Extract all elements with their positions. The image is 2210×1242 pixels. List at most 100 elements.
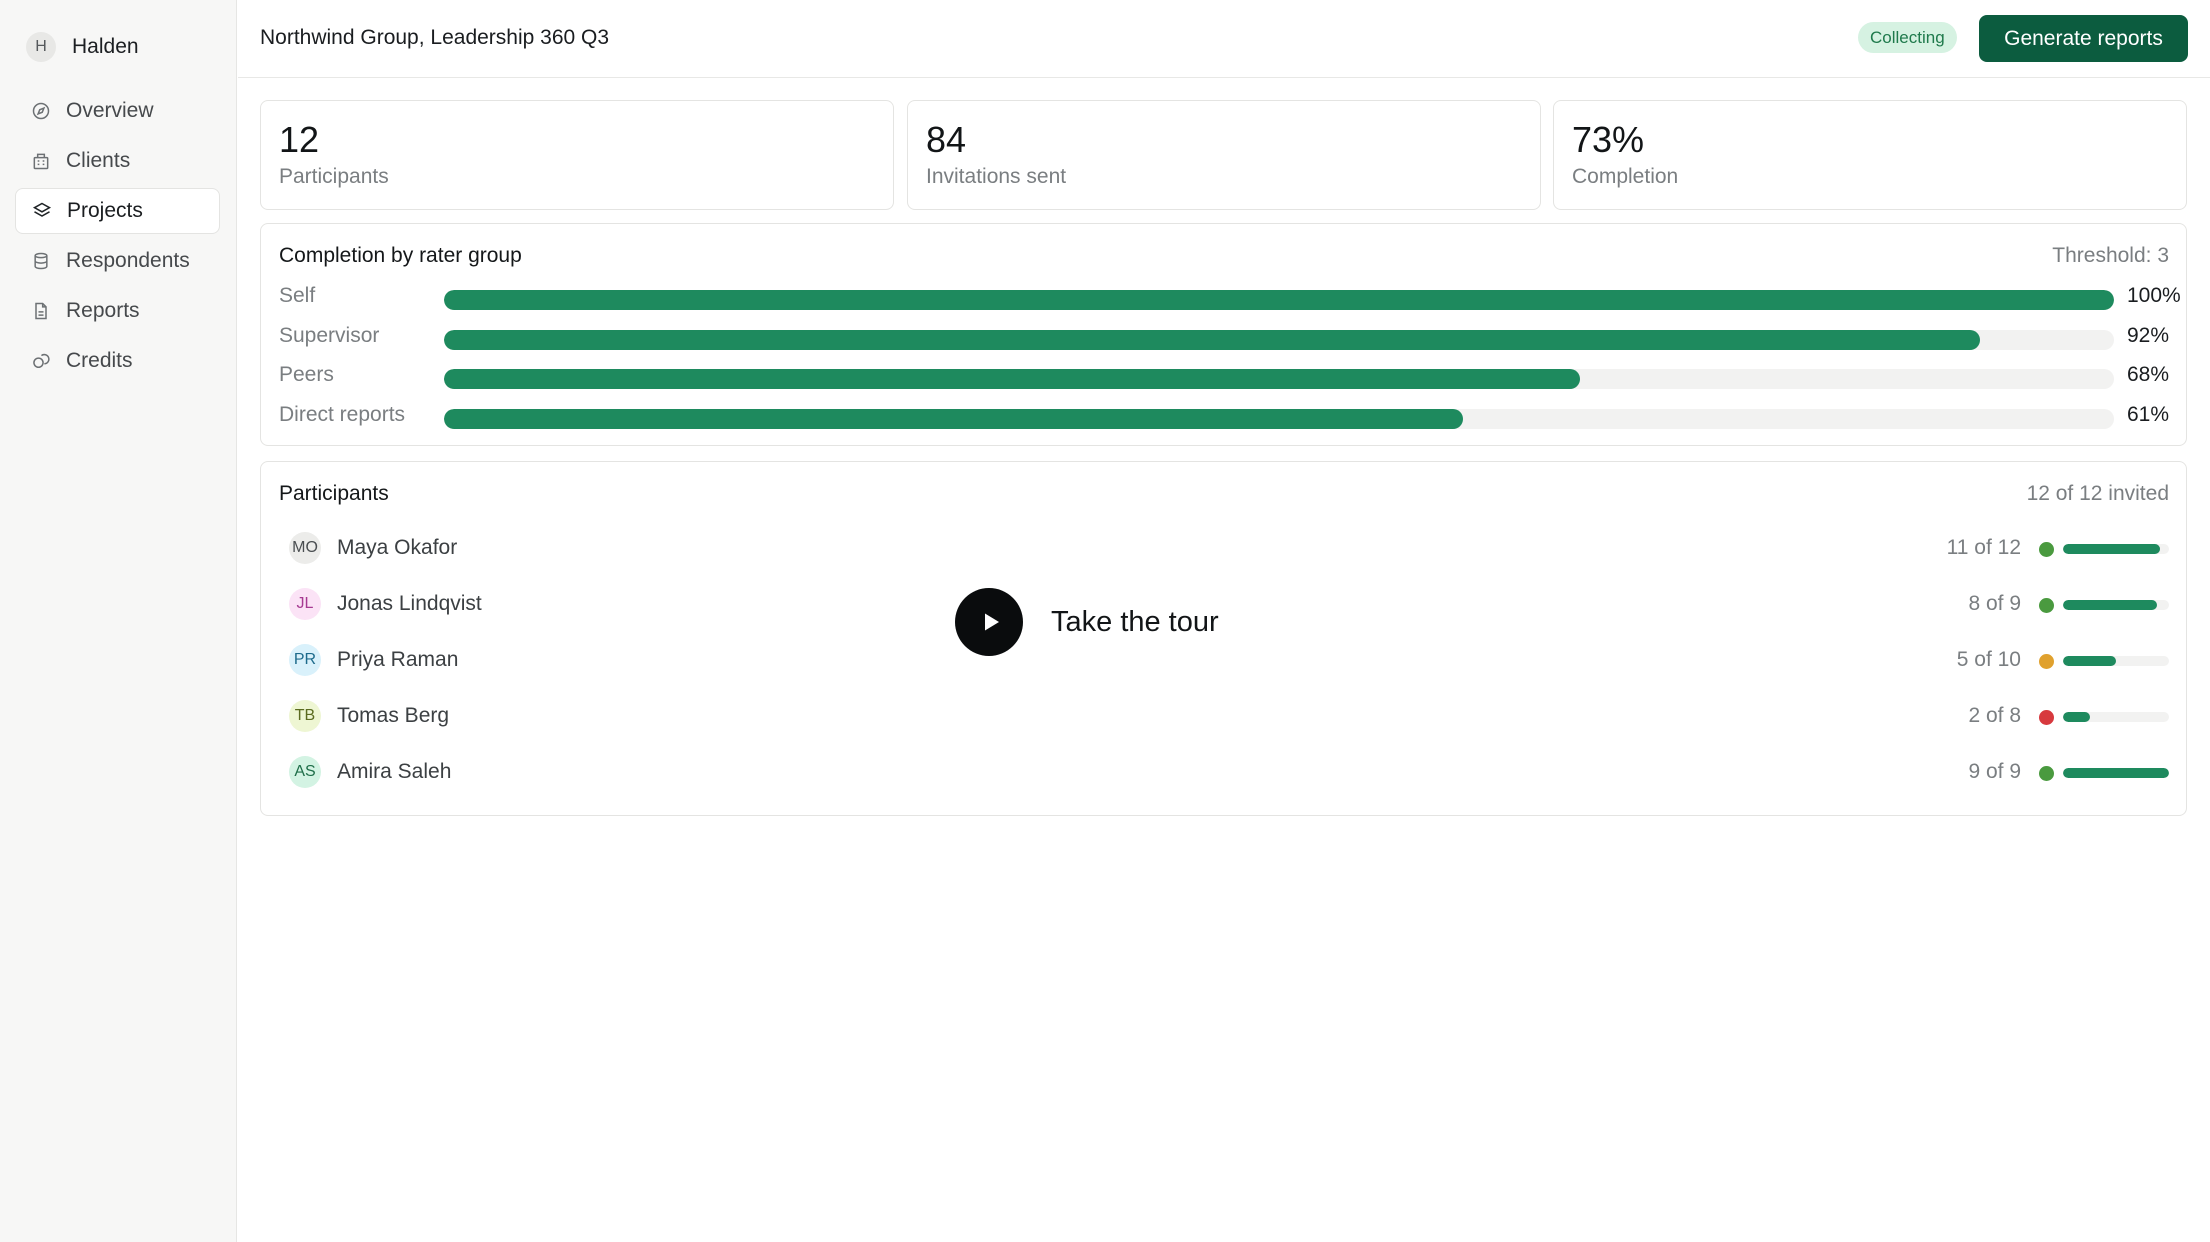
play-icon[interactable] (955, 588, 1023, 656)
status-dot (2039, 710, 2054, 725)
stat-card-participants: 12 Participants (260, 100, 894, 210)
progress-fill (444, 290, 2114, 310)
progress-track (444, 409, 2114, 429)
stat-value: 73% (1572, 119, 1645, 160)
stat-value: 12 (279, 119, 320, 160)
participant-name[interactable]: Jonas Lindqvist (337, 592, 482, 615)
rater-row-direct-reports: Direct reports 61% (279, 401, 2189, 431)
avatar: MO (289, 532, 321, 564)
status-badge: Collecting (1858, 22, 1957, 53)
stat-label: Completion (1572, 165, 1679, 188)
progress-track (2063, 544, 2169, 554)
sidebar-item-label: Overview (66, 99, 154, 122)
progress-fill (444, 409, 1463, 429)
sidebar-item-overview[interactable]: Overview (15, 88, 220, 134)
progress-track (444, 290, 2114, 310)
response-count: 11 of 12 (1946, 536, 2021, 559)
participant-name[interactable]: Tomas Berg (337, 704, 450, 727)
status-dot (2039, 654, 2054, 669)
participant-row[interactable]: TB Tomas Berg 2 of 8 (289, 694, 2169, 738)
bar-label: Self (279, 284, 316, 307)
sidebar-item-respondents[interactable]: Respondents (15, 238, 220, 284)
panel-title: Participants (279, 482, 389, 505)
avatar: JL (289, 588, 321, 620)
sidebar-item-label: Clients (66, 149, 131, 172)
rater-row-peers: Peers 68% (279, 361, 2189, 391)
sidebar-item-label: Projects (67, 199, 143, 222)
stat-value: 84 (926, 119, 967, 160)
workspace-name: Halden (72, 35, 139, 58)
sidebar-nav: Overview Clients Projects Respondents Re… (15, 88, 220, 388)
sidebar-item-projects[interactable]: Projects (15, 188, 220, 234)
compass-icon (30, 100, 52, 122)
progress-fill (444, 369, 1580, 389)
participant-row[interactable]: JL Jonas Lindqvist 8 of 9 (289, 582, 2169, 626)
progress-track (2063, 600, 2169, 610)
progress-fill (2063, 544, 2161, 554)
participants-panel: Participants 12 of 12 invited MO Maya Ok… (260, 461, 2187, 816)
threshold-label: Threshold: 3 (2052, 244, 2169, 267)
progress-track (2063, 768, 2169, 778)
tour-label: Take the tour (1051, 605, 1219, 638)
building-icon (30, 150, 52, 172)
stat-card-completion: 73% Completion (1553, 100, 2187, 210)
sidebar: H Halden Overview Clients Projects Res (0, 0, 237, 1242)
bar-value: 61% (2127, 403, 2170, 426)
bar-label: Direct reports (279, 403, 406, 426)
participant-name[interactable]: Priya Raman (337, 648, 459, 671)
database-icon (30, 250, 52, 272)
sidebar-item-label: Credits (66, 349, 133, 372)
rater-group-panel: Completion by rater group Threshold: 3 S… (260, 223, 2187, 446)
coins-icon (30, 350, 52, 372)
status-dot (2039, 598, 2054, 613)
bar-value: 100% (2127, 284, 2181, 307)
avatar: AS (289, 756, 321, 788)
sidebar-item-credits[interactable]: Credits (15, 338, 220, 384)
document-icon (30, 300, 52, 322)
participant-row[interactable]: AS Amira Saleh 9 of 9 (289, 750, 2169, 794)
progress-fill (2063, 600, 2158, 610)
progress-track (2063, 656, 2169, 666)
bar-label: Peers (279, 363, 334, 386)
sidebar-item-reports[interactable]: Reports (15, 288, 220, 334)
stat-label: Participants (279, 165, 389, 188)
brand[interactable]: H Halden (26, 32, 139, 62)
generate-reports-button[interactable]: Generate reports (1979, 15, 2188, 62)
sidebar-item-label: Respondents (66, 249, 190, 272)
progress-fill (444, 330, 1981, 350)
page-title: Northwind Group, Leadership 360 Q3 (260, 26, 610, 49)
status-dot (2039, 766, 2054, 781)
response-count: 5 of 10 (1956, 648, 2021, 671)
sidebar-item-clients[interactable]: Clients (15, 138, 220, 184)
take-tour-button[interactable]: Take the tour (955, 588, 1219, 656)
avatar: TB (289, 700, 321, 732)
stat-label: Invitations sent (926, 165, 1067, 188)
rater-row-supervisor: Supervisor 92% (279, 322, 2189, 352)
bar-value: 92% (2127, 324, 2170, 347)
participant-row[interactable]: MO Maya Okafor 11 of 12 (289, 526, 2169, 570)
avatar: PR (289, 644, 321, 676)
progress-fill (2063, 656, 2116, 666)
progress-fill (2063, 712, 2090, 722)
panel-title: Completion by rater group (279, 244, 522, 267)
layers-icon (31, 200, 53, 222)
page-header: Northwind Group, Leadership 360 Q3 Colle… (238, 0, 2210, 78)
response-count: 2 of 8 (1968, 704, 2021, 727)
sidebar-item-label: Reports (66, 299, 140, 322)
participant-row[interactable]: PR Priya Raman 5 of 10 (289, 638, 2169, 682)
bar-label: Supervisor (279, 324, 380, 347)
invited-count: 12 of 12 invited (2026, 482, 2169, 505)
response-count: 8 of 9 (1968, 592, 2021, 615)
progress-track (444, 330, 2114, 350)
workspace-avatar: H (26, 32, 56, 62)
bar-value: 68% (2127, 363, 2170, 386)
progress-track (2063, 712, 2169, 722)
progress-track (444, 369, 2114, 389)
participant-name[interactable]: Amira Saleh (337, 760, 452, 783)
status-dot (2039, 542, 2054, 557)
progress-fill (2063, 768, 2169, 778)
stat-card-invitations: 84 Invitations sent (907, 100, 1541, 210)
response-count: 9 of 9 (1968, 760, 2021, 783)
rater-row-self: Self 100% (279, 282, 2189, 312)
participant-name[interactable]: Maya Okafor (337, 536, 458, 559)
